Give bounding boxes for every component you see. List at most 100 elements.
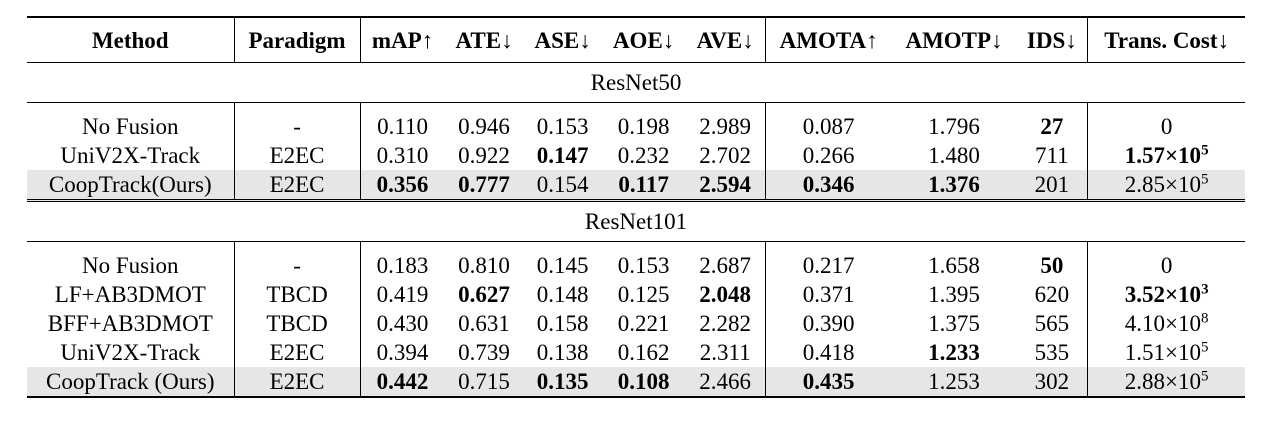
ate-cell: 0.627 xyxy=(458,282,510,307)
col-header-aoe: AOE↓ xyxy=(612,27,675,53)
ave-cell: 2.702 xyxy=(685,141,766,170)
col-header-paradigm: Paradigm xyxy=(234,17,361,63)
trans-cost-cell: 2.88×105 xyxy=(1087,367,1245,397)
table-row: No Fusion - 0.110 0.946 0.153 0.198 2.98… xyxy=(27,102,1245,142)
ase-cell: 0.135 xyxy=(523,367,602,397)
table-row: CoopTrack(Ours) E2EC 0.356 0.777 0.154 0… xyxy=(27,170,1245,201)
method-cell: CoopTrack (Ours) xyxy=(27,367,235,397)
table-row: UniV2X-Track E2EC 0.394 0.739 0.138 0.16… xyxy=(27,338,1245,367)
cost-base: 4.10×10 xyxy=(1124,311,1201,336)
col-header-amota: AMOTA↑ xyxy=(779,27,878,53)
ids-cell: 201 xyxy=(1016,170,1089,201)
ave-cell: 2.282 xyxy=(685,309,766,338)
ate-cell: 0.946 xyxy=(458,114,510,139)
table-row: UniV2X-Track E2EC 0.310 0.922 0.147 0.23… xyxy=(27,141,1245,170)
ase-cell: 0.148 xyxy=(536,282,589,307)
paradigm-cell: - xyxy=(234,102,361,141)
table-row: LF+AB3DMOT TBCD 0.419 0.627 0.148 0.125 … xyxy=(27,280,1245,309)
results-table: Method Paradigm mAP↑ ATE↓ ASE↓ AOE↓ AVE↓… xyxy=(27,16,1245,398)
amota-cell: 0.087 xyxy=(802,114,855,139)
amota-cell: 0.390 xyxy=(802,311,855,336)
paradigm-cell: E2EC xyxy=(234,170,361,201)
cost-base: 2.85×10 xyxy=(1124,172,1201,197)
map-cell: 0.419 xyxy=(376,282,429,307)
col-header-ave: AVE↓ xyxy=(685,17,766,63)
paradigm-cell: E2EC xyxy=(234,338,361,367)
amotp-cell: 1.480 xyxy=(928,143,980,168)
ate-cell: 0.810 xyxy=(458,253,510,278)
trans-cost-cell: 1.51×105 xyxy=(1088,338,1245,367)
amota-cell: 0.217 xyxy=(802,253,855,278)
map-cell: 0.442 xyxy=(360,367,445,397)
cost-base: 1.57×10 xyxy=(1124,143,1202,168)
ase-cell: 0.147 xyxy=(536,143,589,168)
ate-cell: 0.739 xyxy=(458,340,510,365)
ids-cell: 27 xyxy=(1016,102,1089,141)
ate-cell: 0.631 xyxy=(458,311,510,336)
ids-cell: 711 xyxy=(1016,141,1089,170)
cost-exponent: 5 xyxy=(1201,171,1209,188)
amota-cell: 0.418 xyxy=(802,340,855,365)
ase-cell: 0.138 xyxy=(536,340,589,365)
ase-cell: 0.145 xyxy=(536,253,589,278)
cost-base: 3.52×10 xyxy=(1124,282,1202,307)
trans-cost-cell: 3.52×103 xyxy=(1088,280,1245,309)
amota-cell: 0.346 xyxy=(765,170,892,201)
amotp-cell: 1.253 xyxy=(891,367,1017,397)
cost-exponent: 8 xyxy=(1201,310,1209,327)
ase-cell: 0.153 xyxy=(536,114,589,139)
ate-cell: 0.922 xyxy=(458,143,510,168)
method-cell: No Fusion xyxy=(27,102,235,141)
section-title: ResNet101 xyxy=(584,209,688,234)
trans-cost-cell: 2.85×105 xyxy=(1087,170,1245,201)
amotp-cell: 1.375 xyxy=(928,311,980,336)
aoe-cell: 0.198 xyxy=(617,114,670,139)
section-row-resnet101: ResNet101 xyxy=(27,201,1245,242)
map-cell: 0.183 xyxy=(376,253,429,278)
section-title: ResNet50 xyxy=(590,70,682,95)
trans-cost-cell: 1.57×105 xyxy=(1088,141,1245,170)
amotp-cell: 1.658 xyxy=(928,253,980,278)
paradigm-cell: E2EC xyxy=(234,367,361,397)
amotp-cell: 1.395 xyxy=(928,282,980,307)
ids-cell: 535 xyxy=(1016,338,1089,367)
map-cell: 0.110 xyxy=(377,114,428,139)
aoe-cell: 0.221 xyxy=(617,311,670,336)
cost-exponent: 5 xyxy=(1201,142,1209,159)
map-cell: 0.430 xyxy=(376,311,429,336)
trans-cost-cell: 0 xyxy=(1088,103,1245,142)
method-cell: UniV2X-Track xyxy=(27,338,235,367)
table-row: No Fusion - 0.183 0.810 0.145 0.153 2.68… xyxy=(27,241,1245,280)
aoe-cell: 0.153 xyxy=(617,253,670,278)
ids-cell: 620 xyxy=(1016,280,1089,309)
method-cell: BFF+AB3DMOT xyxy=(27,309,235,338)
cost-exponent: 5 xyxy=(1201,339,1209,356)
header-row: Method Paradigm mAP↑ ATE↓ ASE↓ AOE↓ AVE↓… xyxy=(27,17,1245,63)
method-cell: LF+AB3DMOT xyxy=(27,280,235,309)
method-cell: No Fusion xyxy=(27,241,235,280)
ids-cell: 50 xyxy=(1016,241,1089,280)
cost-base: 0 xyxy=(1160,253,1173,278)
cost-exponent: 5 xyxy=(1201,368,1209,385)
section-row-resnet50: ResNet50 xyxy=(27,63,1245,103)
aoe-cell: 0.125 xyxy=(617,282,670,307)
amotp-cell: 1.796 xyxy=(928,114,980,139)
aoe-cell: 0.162 xyxy=(617,340,670,365)
aoe-cell: 0.108 xyxy=(601,367,686,397)
paradigm-cell: TBCD xyxy=(234,309,361,338)
map-cell: 0.310 xyxy=(376,143,429,168)
ave-cell: 2.687 xyxy=(685,241,766,280)
col-header-ase: ASE↓ xyxy=(534,27,591,53)
ase-cell: 0.154 xyxy=(523,170,602,201)
aoe-cell: 0.232 xyxy=(617,143,670,168)
col-header-amotp: AMOTP↓ xyxy=(905,27,1003,53)
amotp-cell: 1.233 xyxy=(928,340,980,365)
col-header-ate: ATE↓ xyxy=(455,27,513,53)
paradigm-cell: TBCD xyxy=(234,280,361,309)
cost-exponent: 3 xyxy=(1201,281,1209,298)
trans-cost-cell: 4.10×108 xyxy=(1088,309,1245,338)
ase-cell: 0.158 xyxy=(536,311,589,336)
table-row: CoopTrack (Ours) E2EC 0.442 0.715 0.135 … xyxy=(27,367,1245,397)
method-cell: CoopTrack(Ours) xyxy=(27,170,235,201)
map-cell: 0.356 xyxy=(360,170,445,201)
